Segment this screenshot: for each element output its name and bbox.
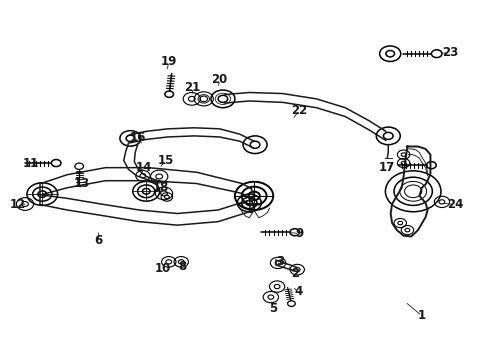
Text: 18: 18 <box>152 181 168 194</box>
Text: 6: 6 <box>94 234 102 247</box>
Text: 14: 14 <box>135 161 152 174</box>
Text: 19: 19 <box>160 55 177 68</box>
Text: 4: 4 <box>293 285 302 298</box>
Text: 16: 16 <box>130 131 146 144</box>
Text: 2: 2 <box>290 267 298 280</box>
Text: 3: 3 <box>276 255 284 267</box>
Text: 7: 7 <box>247 203 255 216</box>
Text: 20: 20 <box>211 73 227 86</box>
Text: 15: 15 <box>157 154 173 167</box>
Text: 23: 23 <box>442 46 458 59</box>
Text: 9: 9 <box>295 227 303 240</box>
Text: 22: 22 <box>291 104 307 117</box>
Text: 8: 8 <box>178 260 186 273</box>
Text: 17: 17 <box>378 161 394 174</box>
Text: 10: 10 <box>155 262 171 275</box>
Text: 13: 13 <box>73 177 89 190</box>
Text: 5: 5 <box>268 302 277 315</box>
Text: 12: 12 <box>10 198 26 211</box>
Text: 24: 24 <box>446 198 463 211</box>
Text: 21: 21 <box>183 81 200 94</box>
Text: 1: 1 <box>417 309 425 322</box>
Text: 11: 11 <box>23 157 40 170</box>
